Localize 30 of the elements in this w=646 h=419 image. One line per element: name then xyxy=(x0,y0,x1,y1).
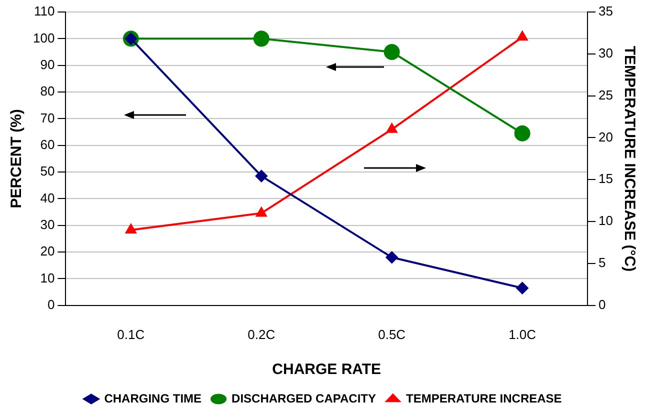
y-tick-label: 20 xyxy=(40,244,55,259)
y-tick-label: 80 xyxy=(40,84,55,99)
y-tick-label: 50 xyxy=(40,164,55,179)
x-axis-title: CHARGE RATE xyxy=(272,361,382,378)
y2-tick-label: 20 xyxy=(598,129,614,144)
legend-label: TEMPERATURE INCREASE xyxy=(406,391,562,406)
x-tick-label: 0.2C xyxy=(248,326,276,342)
y2-tick-label: 35 xyxy=(598,4,614,19)
y2-tick-label: 0 xyxy=(598,296,606,312)
y-tick-label: 10 xyxy=(40,270,55,286)
y-axis-title: PERCENT (%) xyxy=(8,109,26,208)
y-tick-label: 0 xyxy=(47,296,55,312)
y2-axis-title: TEMPERATURE INCREASE (°C) xyxy=(620,46,638,272)
y-tick-label: 40 xyxy=(40,190,55,206)
y2-tick-label: 30 xyxy=(598,45,614,60)
x-tick-label: 0.5C xyxy=(378,326,406,342)
y2-tick-label: 25 xyxy=(598,87,614,102)
y-tick-label: 100 xyxy=(32,30,55,46)
x-tick-label: 0.1C xyxy=(117,326,145,342)
x-tick-label: 1.0C xyxy=(508,326,536,342)
y-tick-label: 70 xyxy=(40,110,55,126)
y-tick-label: 60 xyxy=(40,136,55,152)
y-tick-label: 30 xyxy=(40,216,55,232)
y-tick-label: 110 xyxy=(34,4,55,19)
y2-tick-label: 15 xyxy=(598,171,614,186)
y-tick-label: 90 xyxy=(40,56,55,72)
y2-tick-label: 10 xyxy=(598,213,614,228)
legend-label: DISCHARGED CAPACITY xyxy=(232,391,376,406)
y2-tick-label: 5 xyxy=(598,255,606,270)
legend-label: CHARGING TIME xyxy=(104,391,202,406)
